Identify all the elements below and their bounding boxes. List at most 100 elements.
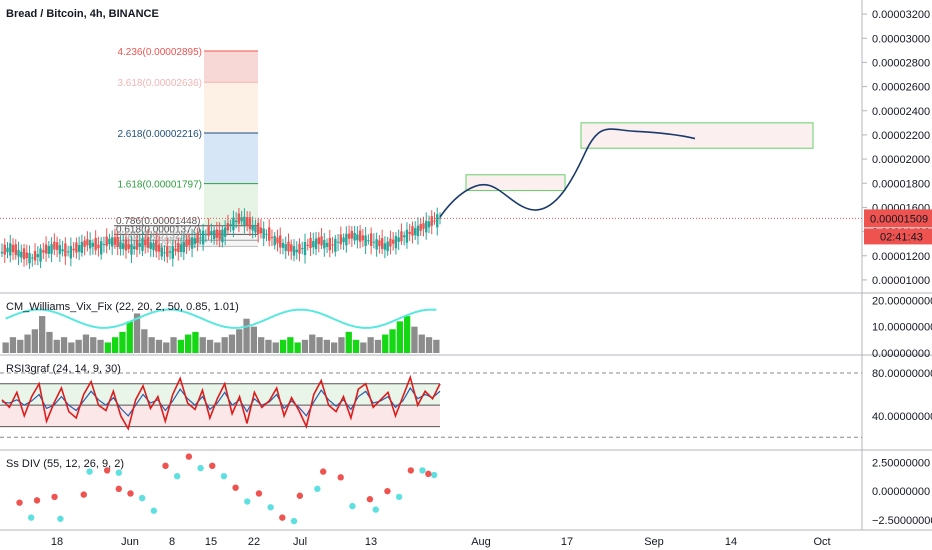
- candle-body: [11, 244, 15, 253]
- fib-level-label: 0.382(0.00001278): [116, 236, 201, 247]
- candle-body: [234, 220, 238, 223]
- countdown-badge: [864, 228, 932, 245]
- candle-body: [229, 224, 232, 226]
- vix-bar: [367, 337, 374, 353]
- candle-body: [334, 238, 337, 252]
- vix-bar: [112, 337, 119, 353]
- candle-body: [146, 237, 150, 248]
- vix-bar: [272, 342, 279, 353]
- candle-body: [207, 226, 210, 236]
- time-axis-label: Jun: [121, 536, 139, 548]
- vix-bar: [345, 331, 352, 353]
- vix-bar: [258, 337, 265, 353]
- candle-body: [419, 224, 422, 231]
- candle-body: [256, 222, 260, 235]
- candle-body: [64, 243, 67, 257]
- candle-body: [44, 244, 48, 254]
- vix-fix-pane[interactable]: 20.00000000 10.00000000 0.00000000: [2, 295, 932, 360]
- div-point-cyan: [372, 506, 379, 513]
- candle-body: [218, 230, 221, 240]
- candle-body: [119, 241, 122, 250]
- projection-box[interactable]: [465, 174, 566, 192]
- candle-body: [210, 231, 213, 235]
- main-price-pane[interactable]: 0.00003200 0.00003000 0.00002800 0.00002600…: [0, 9, 932, 287]
- candle-body: [36, 254, 40, 258]
- div-point-red: [320, 468, 327, 475]
- candle-body: [102, 243, 106, 245]
- vix-axis-label: 0.00000000: [872, 348, 930, 360]
- time-axis-label: 8: [169, 536, 175, 548]
- candle-body: [433, 220, 436, 222]
- candle-body: [427, 221, 431, 228]
- candle-body: [372, 241, 376, 243]
- candle-body: [122, 243, 125, 249]
- candle-body: [168, 251, 172, 253]
- div-axis-label: 0.00000000: [872, 486, 930, 498]
- candle-body: [268, 227, 271, 241]
- div-point-cyan: [267, 504, 274, 511]
- candle-body: [69, 245, 73, 259]
- candle-body: [394, 235, 398, 249]
- vix-bar: [396, 321, 403, 353]
- div-point-red: [103, 467, 111, 474]
- candle-body: [155, 240, 158, 252]
- div-point-cyan: [57, 515, 64, 522]
- candle-body: [190, 237, 194, 249]
- candle-body: [232, 217, 235, 231]
- time-axis-label: 17: [561, 536, 573, 548]
- candle-body: [364, 235, 367, 246]
- candle-body: [342, 237, 345, 243]
- div-point-red: [115, 485, 123, 493]
- fib-level-label: 0.786(0.00001448): [116, 216, 201, 227]
- fib-level-label: 2.618(0.00002216): [117, 129, 202, 140]
- candle-body: [127, 244, 130, 250]
- vix-bar: [199, 337, 206, 353]
- div-axis-label: 2.50000000: [872, 457, 930, 469]
- div-point-cyan: [290, 517, 298, 525]
- candle-body: [0, 251, 4, 254]
- time-axis-label: Oct: [813, 536, 830, 548]
- time-axis-label: 13: [365, 536, 377, 548]
- candle-body: [248, 217, 252, 230]
- projection-curve[interactable]: [439, 128, 696, 218]
- div-point-red: [80, 491, 87, 498]
- vix-bar: [192, 331, 199, 353]
- vix-bar: [24, 334, 31, 353]
- candle-body: [94, 237, 97, 251]
- vix-axis-label: 20.00000000: [872, 295, 932, 307]
- candle-body: [279, 235, 282, 248]
- vix-bar: [82, 334, 90, 353]
- candle-body: [6, 247, 9, 253]
- candle-body: [251, 224, 254, 231]
- div-point-red: [366, 496, 374, 503]
- vix-upper-band: [5, 308, 437, 329]
- countdown-label: 02:41:43: [880, 231, 923, 243]
- candle-body: [361, 235, 365, 241]
- candle-body: [221, 229, 224, 243]
- div-point-red: [407, 467, 414, 474]
- candle-body: [133, 246, 136, 250]
- vix-bar: [46, 331, 53, 353]
- div-point-red: [162, 462, 169, 470]
- projection-box[interactable]: [580, 122, 814, 149]
- candle-body: [391, 239, 395, 244]
- rsi-title: RSI3graf (24, 14, 9, 30): [6, 363, 121, 375]
- candle-body: [86, 239, 89, 246]
- div-pane[interactable]: 2.50000000 0.00000000 −2.50000000: [16, 453, 932, 527]
- candle-body: [350, 230, 354, 239]
- candle-body: [295, 249, 298, 253]
- candle-body: [276, 237, 279, 244]
- rsi-pane[interactable]: 80.00000000 40.00000000: [0, 368, 932, 438]
- div-point-red: [384, 487, 391, 495]
- candle-body: [113, 237, 117, 245]
- candle-body: [383, 243, 387, 250]
- vix-bar: [316, 337, 323, 353]
- vix-bar: [185, 334, 192, 353]
- candle-body: [240, 217, 243, 222]
- candle-body: [223, 227, 227, 237]
- candle-body: [243, 216, 246, 226]
- vix-bar: [433, 339, 440, 353]
- time-axis[interactable]: 18 Jun 8 15 22 Jul 13 Aug 17 Sep 14 Oct: [51, 536, 831, 548]
- div-point-red: [51, 493, 58, 501]
